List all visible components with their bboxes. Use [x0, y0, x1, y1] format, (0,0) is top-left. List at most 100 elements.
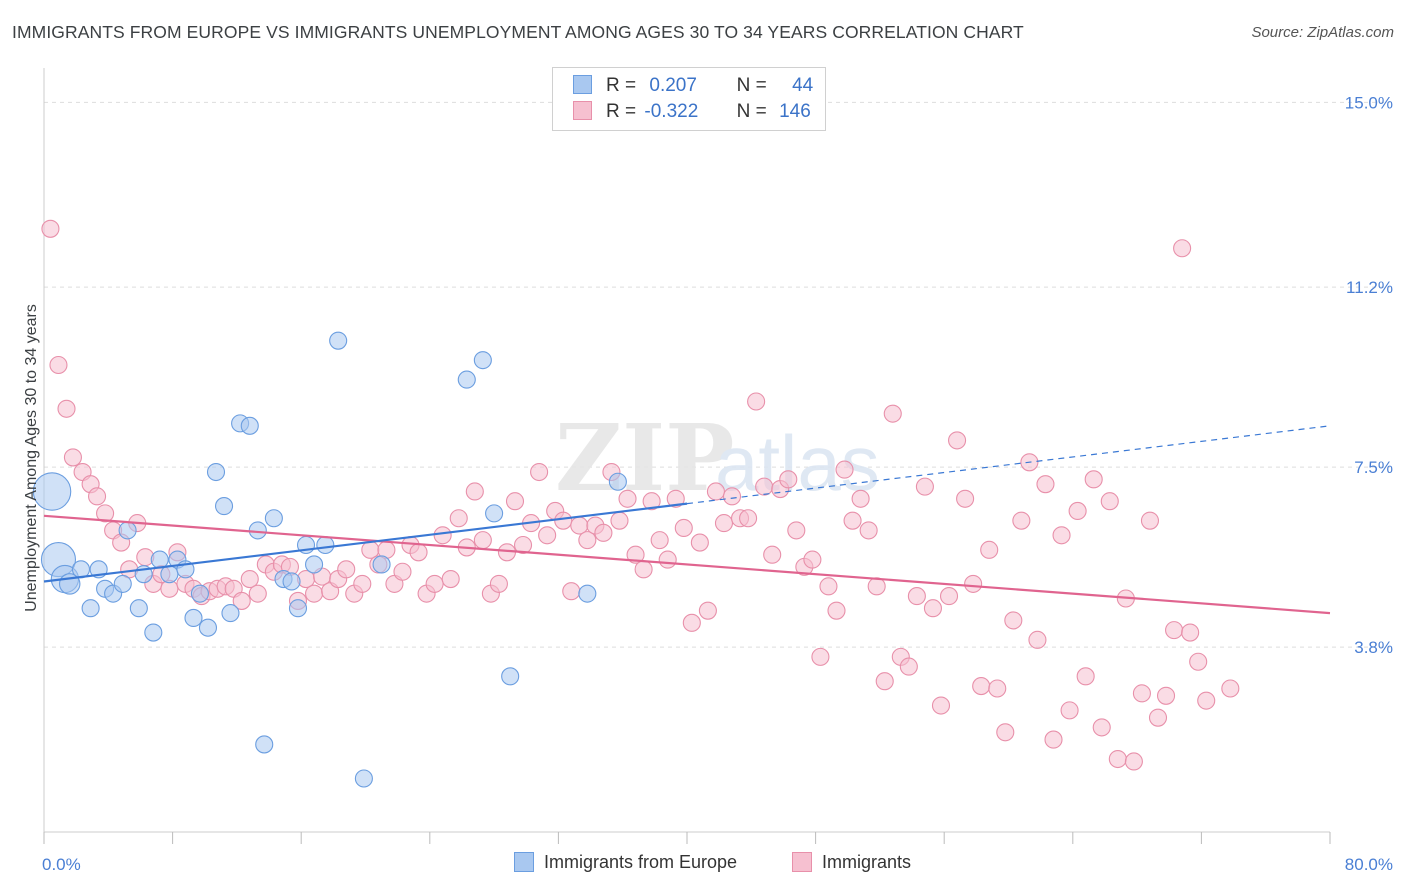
watermark-zip: ZIP — [555, 404, 734, 512]
europe-series — [32, 331, 627, 788]
europe-point — [190, 584, 209, 603]
immigrants-point — [931, 696, 951, 715]
europe-point — [150, 550, 169, 569]
immigrants-point — [1084, 470, 1103, 489]
europe-point — [457, 370, 476, 389]
legend-n-value: 146 — [779, 101, 811, 122]
immigrants-point — [49, 355, 68, 375]
immigrants-point — [96, 504, 115, 523]
immigrants-point — [441, 569, 460, 589]
immigrants-point — [1012, 511, 1031, 530]
legend-row-immigrants: R = -0.322 N = 146 — [573, 101, 811, 127]
immigrants-point — [714, 514, 734, 533]
europe-point — [316, 535, 335, 555]
immigrants-point — [1189, 652, 1208, 671]
europe-point — [578, 584, 597, 603]
immigrants-point — [948, 431, 967, 450]
immigrants-point — [1165, 621, 1184, 640]
europe-point — [113, 574, 132, 593]
immigrants-point — [248, 584, 267, 603]
immigrants-point — [787, 521, 806, 540]
immigrants-point — [755, 477, 774, 496]
immigrants-point — [803, 550, 822, 569]
immigrants-point — [835, 460, 854, 479]
europe-point — [221, 604, 240, 623]
immigrants-point — [594, 523, 613, 542]
y-tick-label: 7.5% — [1354, 458, 1393, 477]
y-tick-label: 15.0% — [1345, 93, 1393, 112]
immigrants-point — [465, 482, 484, 501]
immigrants-point — [907, 587, 926, 606]
immigrants-point — [747, 392, 766, 411]
europe-point — [501, 667, 520, 686]
y-axis-label: Unemployment Among Ages 30 to 34 years — [23, 304, 40, 612]
correlation-legend: R = 0.207 N = 44 R = -0.322 N = 146 — [552, 67, 826, 131]
immigrants-point — [875, 672, 894, 691]
immigrants-point — [240, 569, 259, 589]
immigrants-point — [63, 448, 82, 467]
europe-point — [144, 623, 163, 642]
immigrants-point — [939, 587, 959, 606]
europe-point — [184, 608, 203, 628]
europe-point — [214, 497, 234, 516]
immigrants-point — [489, 574, 508, 593]
europe-point — [264, 509, 283, 528]
immigrants-point — [473, 531, 492, 550]
immigrants-point — [1028, 630, 1047, 649]
immigrants-point — [1060, 701, 1079, 720]
immigrants-point — [923, 599, 942, 618]
immigrants-point — [666, 489, 685, 508]
legend-r-value: -0.322 — [644, 101, 699, 122]
immigrants-point — [972, 677, 991, 696]
immigrants-point — [658, 550, 677, 569]
bottom-legend-swatch-europe — [514, 852, 534, 872]
europe-point — [129, 599, 148, 618]
europe-point — [240, 416, 259, 435]
immigrants-point — [1036, 475, 1055, 494]
immigrants-point — [956, 489, 975, 508]
immigrants-point — [996, 723, 1015, 742]
legend-n-label: N = — [736, 101, 767, 122]
immigrants-point — [634, 560, 653, 579]
immigrants-point — [915, 477, 934, 496]
legend-n-value: 44 — [792, 75, 814, 96]
bottom-legend-immigrants: Immigrants — [792, 852, 911, 873]
immigrants-point — [682, 613, 701, 632]
bottom-legend-label-immigrants: Immigrants — [822, 852, 912, 872]
immigrants-point — [1108, 749, 1127, 769]
europe-point — [608, 472, 627, 491]
europe-point — [255, 735, 274, 754]
immigrants-point — [859, 521, 878, 540]
europe-point — [81, 599, 100, 618]
immigrants-point — [1132, 684, 1151, 703]
europe-point — [354, 769, 373, 788]
immigrants-point — [505, 492, 525, 511]
europe-point — [288, 599, 308, 618]
immigrants-point — [1156, 686, 1176, 705]
immigrants-point — [618, 489, 637, 508]
immigrants-point — [1221, 679, 1240, 698]
immigrants-point — [1124, 752, 1143, 771]
immigrants-point — [530, 462, 549, 482]
immigrants-point — [698, 601, 717, 620]
immigrants-point — [1100, 492, 1119, 511]
immigrants-point — [1076, 667, 1095, 686]
europe-point — [282, 572, 301, 591]
immigrants-point — [674, 518, 693, 538]
immigrants-point — [409, 543, 428, 562]
immigrants-point — [425, 574, 444, 593]
immigrants-point — [811, 647, 830, 666]
immigrants-point — [763, 545, 782, 564]
immigrants-point — [1068, 501, 1087, 520]
legend-n-label: N = — [736, 75, 767, 96]
source-label: Source: ZipAtlas.com — [1251, 24, 1394, 41]
europe-trend-line — [43, 502, 688, 583]
legend-row-europe: R = 0.207 N = 44 — [573, 75, 813, 101]
immigrants-trend-line — [43, 514, 1331, 615]
x-tick-label: 0.0% — [42, 855, 81, 874]
europe-point — [473, 351, 492, 370]
immigrants-point — [232, 591, 251, 610]
europe-point — [485, 504, 504, 523]
immigrants-point — [988, 679, 1007, 698]
